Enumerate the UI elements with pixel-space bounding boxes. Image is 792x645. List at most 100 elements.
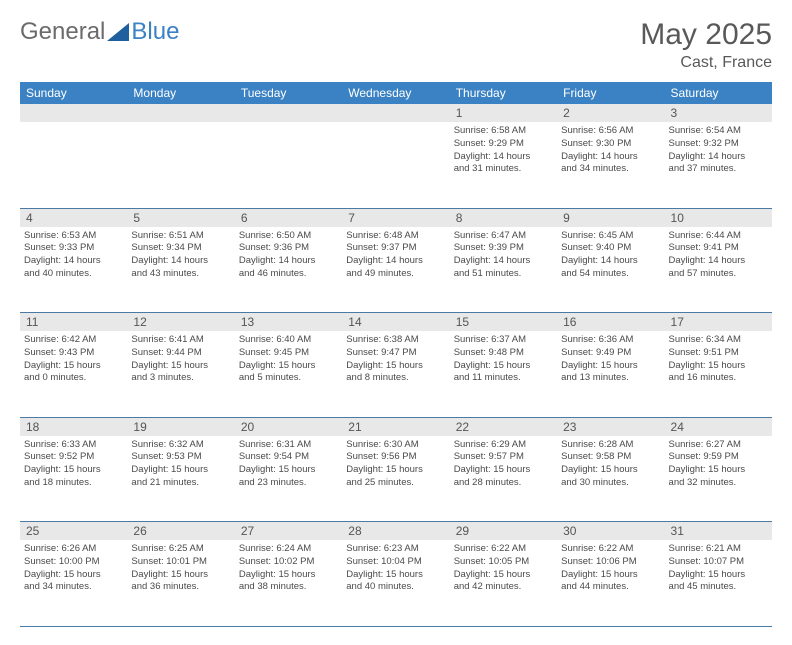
sunset-text: Sunset: 9:47 PM — [346, 347, 445, 360]
daylight-text: Daylight: 15 hours — [131, 569, 230, 582]
day-number: 23 — [557, 418, 664, 436]
day-cell: Sunrise: 6:22 AMSunset: 10:05 PMDaylight… — [450, 540, 557, 626]
day-number: 17 — [665, 313, 772, 331]
day-cell: Sunrise: 6:41 AMSunset: 9:44 PMDaylight:… — [127, 331, 234, 417]
sunrise-text: Sunrise: 6:58 AM — [454, 125, 553, 138]
day-number: 28 — [342, 522, 449, 540]
day-cell: Sunrise: 6:58 AMSunset: 9:29 PMDaylight:… — [450, 122, 557, 208]
sunset-text: Sunset: 10:02 PM — [239, 556, 338, 569]
sunset-text: Sunset: 9:30 PM — [561, 138, 660, 151]
content-row: Sunrise: 6:33 AMSunset: 9:52 PMDaylight:… — [20, 436, 772, 522]
day-details: Sunrise: 6:26 AMSunset: 10:00 PMDaylight… — [20, 540, 127, 600]
day-details: Sunrise: 6:44 AMSunset: 9:41 PMDaylight:… — [665, 227, 772, 287]
sunrise-text: Sunrise: 6:48 AM — [346, 230, 445, 243]
daylight-text: Daylight: 15 hours — [131, 360, 230, 373]
daynum-row: 45678910 — [20, 208, 772, 227]
page-title: May 2025 — [640, 18, 772, 52]
day-details: Sunrise: 6:30 AMSunset: 9:56 PMDaylight:… — [342, 436, 449, 496]
day-cell: Sunrise: 6:40 AMSunset: 9:45 PMDaylight:… — [235, 331, 342, 417]
sunset-text: Sunset: 10:05 PM — [454, 556, 553, 569]
day-cell: Sunrise: 6:48 AMSunset: 9:37 PMDaylight:… — [342, 227, 449, 313]
day-number: 11 — [20, 313, 127, 331]
sunset-text: Sunset: 9:52 PM — [24, 451, 123, 464]
day-cell: Sunrise: 6:37 AMSunset: 9:48 PMDaylight:… — [450, 331, 557, 417]
day-details: Sunrise: 6:22 AMSunset: 10:05 PMDaylight… — [450, 540, 557, 600]
content-row: Sunrise: 6:42 AMSunset: 9:43 PMDaylight:… — [20, 331, 772, 417]
daynum-cell: 6 — [235, 208, 342, 227]
daylight-text: Daylight: 15 hours — [561, 569, 660, 582]
daylight-text: and 3 minutes. — [131, 372, 230, 385]
sunrise-text: Sunrise: 6:21 AM — [669, 543, 768, 556]
day-details: Sunrise: 6:36 AMSunset: 9:49 PMDaylight:… — [557, 331, 664, 391]
day-cell: Sunrise: 6:26 AMSunset: 10:00 PMDaylight… — [20, 540, 127, 626]
daynum-cell: 18 — [20, 417, 127, 436]
daynum-cell — [235, 104, 342, 122]
day-details: Sunrise: 6:51 AMSunset: 9:34 PMDaylight:… — [127, 227, 234, 287]
day-number: 29 — [450, 522, 557, 540]
daynum-cell: 5 — [127, 208, 234, 227]
sunset-text: Sunset: 10:00 PM — [24, 556, 123, 569]
day-details: Sunrise: 6:37 AMSunset: 9:48 PMDaylight:… — [450, 331, 557, 391]
daylight-text: and 13 minutes. — [561, 372, 660, 385]
daynum-cell: 28 — [342, 522, 449, 541]
day-details: Sunrise: 6:24 AMSunset: 10:02 PMDaylight… — [235, 540, 342, 600]
day-number — [20, 104, 127, 122]
day-cell: Sunrise: 6:33 AMSunset: 9:52 PMDaylight:… — [20, 436, 127, 522]
day-number: 21 — [342, 418, 449, 436]
daynum-cell: 19 — [127, 417, 234, 436]
daylight-text: and 43 minutes. — [131, 268, 230, 281]
sunrise-text: Sunrise: 6:22 AM — [454, 543, 553, 556]
sunset-text: Sunset: 9:57 PM — [454, 451, 553, 464]
daylight-text: and 0 minutes. — [24, 372, 123, 385]
sunset-text: Sunset: 9:44 PM — [131, 347, 230, 360]
sunrise-text: Sunrise: 6:36 AM — [561, 334, 660, 347]
daynum-cell: 20 — [235, 417, 342, 436]
day-details: Sunrise: 6:29 AMSunset: 9:57 PMDaylight:… — [450, 436, 557, 496]
day-number: 8 — [450, 209, 557, 227]
sunset-text: Sunset: 10:07 PM — [669, 556, 768, 569]
sunrise-text: Sunrise: 6:41 AM — [131, 334, 230, 347]
daylight-text: and 37 minutes. — [669, 163, 768, 176]
daylight-text: and 25 minutes. — [346, 477, 445, 490]
day-details: Sunrise: 6:45 AMSunset: 9:40 PMDaylight:… — [557, 227, 664, 287]
day-number: 13 — [235, 313, 342, 331]
sunset-text: Sunset: 9:49 PM — [561, 347, 660, 360]
daynum-cell: 9 — [557, 208, 664, 227]
daylight-text: and 18 minutes. — [24, 477, 123, 490]
day-number — [127, 104, 234, 122]
sunrise-text: Sunrise: 6:54 AM — [669, 125, 768, 138]
sunrise-text: Sunrise: 6:27 AM — [669, 439, 768, 452]
logo-triangle-icon — [107, 23, 129, 41]
day-cell: Sunrise: 6:25 AMSunset: 10:01 PMDaylight… — [127, 540, 234, 626]
day-cell: Sunrise: 6:34 AMSunset: 9:51 PMDaylight:… — [665, 331, 772, 417]
daylight-text: and 38 minutes. — [239, 581, 338, 594]
daynum-cell: 11 — [20, 313, 127, 332]
daylight-text: Daylight: 14 hours — [239, 255, 338, 268]
daylight-text: Daylight: 14 hours — [131, 255, 230, 268]
sunset-text: Sunset: 10:01 PM — [131, 556, 230, 569]
day-cell: Sunrise: 6:51 AMSunset: 9:34 PMDaylight:… — [127, 227, 234, 313]
sunrise-text: Sunrise: 6:42 AM — [24, 334, 123, 347]
sunset-text: Sunset: 9:58 PM — [561, 451, 660, 464]
day-cell: Sunrise: 6:27 AMSunset: 9:59 PMDaylight:… — [665, 436, 772, 522]
day-cell: Sunrise: 6:29 AMSunset: 9:57 PMDaylight:… — [450, 436, 557, 522]
day-number: 4 — [20, 209, 127, 227]
daynum-cell: 21 — [342, 417, 449, 436]
day-number: 30 — [557, 522, 664, 540]
daylight-text: and 32 minutes. — [669, 477, 768, 490]
day-number: 24 — [665, 418, 772, 436]
day-cell: Sunrise: 6:28 AMSunset: 9:58 PMDaylight:… — [557, 436, 664, 522]
day-number: 5 — [127, 209, 234, 227]
day-number: 14 — [342, 313, 449, 331]
daylight-text: and 34 minutes. — [561, 163, 660, 176]
logo-text-1: General — [20, 18, 105, 46]
daynum-cell: 23 — [557, 417, 664, 436]
day-number: 25 — [20, 522, 127, 540]
daylight-text: Daylight: 15 hours — [561, 464, 660, 477]
daylight-text: Daylight: 15 hours — [561, 360, 660, 373]
daynum-cell: 22 — [450, 417, 557, 436]
content-row: Sunrise: 6:53 AMSunset: 9:33 PMDaylight:… — [20, 227, 772, 313]
daylight-text: Daylight: 15 hours — [24, 464, 123, 477]
daylight-text: and 51 minutes. — [454, 268, 553, 281]
day-number — [342, 104, 449, 122]
